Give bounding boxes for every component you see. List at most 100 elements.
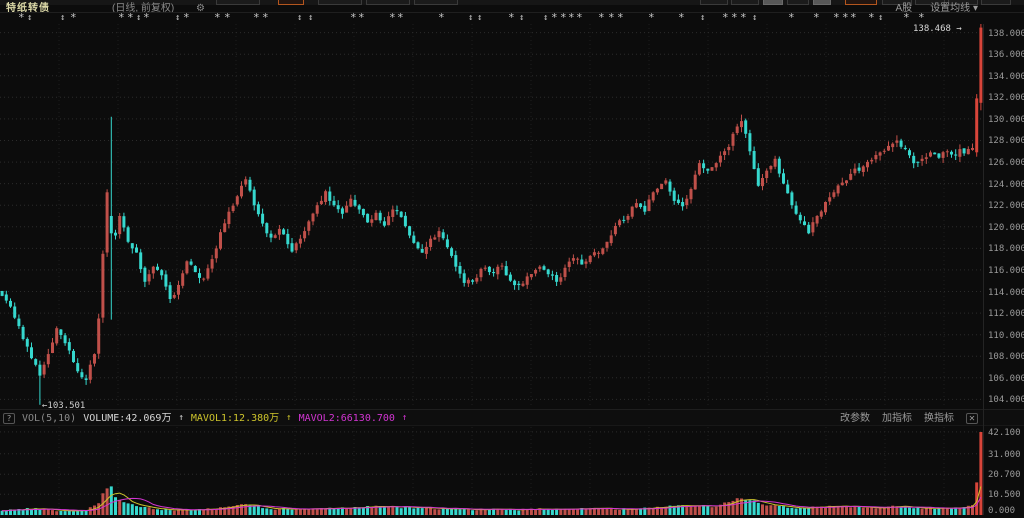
announcement-marker-icon[interactable]: * xyxy=(358,11,365,24)
chart-header: 特纸转债 (日线, 前复权) ⚙ A股 设置均线 ▾ xyxy=(0,3,1024,14)
event-marker-row[interactable]: * ↕ ↕ * * * ↕ * ↕ * * * * * ↕ ↕ * * * * * ↕ ↕ * ↕ ↕ * * * * * * * * * ↕ * * * ↕… xyxy=(0,12,983,24)
announcement-marker-icon[interactable]: * xyxy=(551,11,558,24)
announcement-marker-icon[interactable]: * xyxy=(438,11,445,24)
updown-marker-icon[interactable]: ↕ xyxy=(878,13,884,23)
announcement-marker-icon[interactable]: * xyxy=(253,11,260,24)
top-tab[interactable] xyxy=(981,0,1011,5)
top-tab[interactable] xyxy=(216,0,260,5)
top-tab[interactable] xyxy=(414,0,458,5)
updown-marker-icon[interactable]: ↕ xyxy=(543,13,549,23)
announcement-marker-icon[interactable]: * xyxy=(224,11,231,24)
announcement-marker-icon[interactable]: * xyxy=(918,11,925,24)
announcement-marker-icon[interactable]: * xyxy=(560,11,567,24)
help-icon[interactable]: ? xyxy=(3,413,15,424)
announcement-marker-icon[interactable]: * xyxy=(850,11,857,24)
announcement-marker-icon[interactable]: * xyxy=(731,11,738,24)
indicator-name: VOL(5,10) xyxy=(22,413,77,424)
market-tab-a-share[interactable]: A股 xyxy=(895,3,913,14)
price-tick-label: 106.000 xyxy=(988,374,1024,384)
updown-marker-icon[interactable]: ↕ xyxy=(308,13,314,23)
announcement-marker-icon[interactable]: * xyxy=(598,11,605,24)
updown-marker-icon[interactable]: ↕ xyxy=(60,13,66,23)
volume-tick-label: 10.500 xyxy=(988,490,1021,500)
announcement-marker-icon[interactable]: * xyxy=(842,11,849,24)
price-tick-label: 134.000 xyxy=(988,72,1024,82)
price-tick-label: 116.000 xyxy=(988,266,1024,276)
header-divider xyxy=(0,12,1024,13)
top-tab[interactable] xyxy=(915,0,945,5)
volume-value: VOLUME:42.069万 xyxy=(83,413,172,424)
updown-marker-icon[interactable]: ↕ xyxy=(136,13,142,23)
announcement-marker-icon[interactable]: * xyxy=(183,11,190,24)
gear-icon[interactable]: ⚙ xyxy=(196,3,205,14)
updown-marker-icon[interactable]: ↕ xyxy=(27,13,33,23)
price-tick-label: 122.000 xyxy=(988,201,1024,211)
price-candlestick-pane[interactable] xyxy=(0,24,983,408)
announcement-marker-icon[interactable]: * xyxy=(617,11,624,24)
close-indicator-icon[interactable]: ✕ xyxy=(966,413,978,424)
announcement-marker-icon[interactable]: * xyxy=(833,11,840,24)
top-tab-strip[interactable] xyxy=(0,0,1024,5)
announcement-marker-icon[interactable]: * xyxy=(568,11,575,24)
updown-marker-icon[interactable]: ↕ xyxy=(700,13,706,23)
price-tick-label: 112.000 xyxy=(988,309,1024,319)
top-tab[interactable] xyxy=(731,0,759,5)
announcement-marker-icon[interactable]: * xyxy=(648,11,655,24)
announcement-marker-icon[interactable]: * xyxy=(118,11,125,24)
announcement-marker-icon[interactable]: * xyxy=(389,11,396,24)
top-tab[interactable] xyxy=(787,0,809,5)
announcement-marker-icon[interactable]: * xyxy=(397,11,404,24)
top-tab[interactable] xyxy=(948,0,978,5)
price-tick-label: 138.000 xyxy=(988,29,1024,39)
top-tab[interactable] xyxy=(700,0,728,5)
announcement-marker-icon[interactable]: * xyxy=(722,11,729,24)
announcement-marker-icon[interactable]: * xyxy=(350,11,357,24)
updown-marker-icon[interactable]: ↕ xyxy=(752,13,758,23)
announcement-marker-icon[interactable]: * xyxy=(18,11,25,24)
price-tick-label: 130.000 xyxy=(988,115,1024,125)
volume-tick-label: 0.000 xyxy=(988,506,1016,516)
updown-marker-icon[interactable]: ↕ xyxy=(175,13,181,23)
volume-tick-label: 42.100 xyxy=(988,428,1021,438)
price-tick-label: 118.000 xyxy=(988,244,1024,254)
price-tick-label: 108.000 xyxy=(988,352,1024,362)
volume-pane[interactable] xyxy=(0,427,983,515)
announcement-marker-icon[interactable]: * xyxy=(214,11,221,24)
announcement-marker-icon[interactable]: * xyxy=(788,11,795,24)
top-tab[interactable] xyxy=(366,0,410,5)
volume-chart-svg[interactable] xyxy=(0,427,983,515)
top-tab[interactable] xyxy=(318,0,362,5)
announcement-marker-icon[interactable]: * xyxy=(903,11,910,24)
announcement-marker-icon[interactable]: * xyxy=(576,11,583,24)
announcement-marker-icon[interactable]: * xyxy=(127,11,134,24)
updown-marker-icon[interactable]: ↕ xyxy=(468,13,474,23)
updown-marker-icon[interactable]: ↕ xyxy=(519,13,525,23)
updown-marker-icon[interactable]: ↕ xyxy=(477,13,483,23)
announcement-marker-icon[interactable]: * xyxy=(740,11,747,24)
announcement-marker-icon[interactable]: * xyxy=(813,11,820,24)
announcement-marker-icon[interactable]: * xyxy=(868,11,875,24)
announcement-marker-icon[interactable]: * xyxy=(143,11,150,24)
ma-settings-button[interactable]: 设置均线 ▾ xyxy=(930,3,978,14)
announcement-marker-icon[interactable]: * xyxy=(70,11,77,24)
change-params-button[interactable]: 改参数 xyxy=(840,413,870,424)
top-tab[interactable] xyxy=(882,0,912,5)
price-tick-label: 128.000 xyxy=(988,136,1024,146)
volume-bars-layer xyxy=(0,432,983,515)
top-tab-active[interactable] xyxy=(278,0,304,5)
announcement-marker-icon[interactable]: * xyxy=(262,11,269,24)
price-chart-svg[interactable] xyxy=(0,24,983,408)
price-tick-label: 104.000 xyxy=(988,395,1024,405)
top-tab[interactable] xyxy=(813,0,831,5)
add-indicator-button[interactable]: 加指标 xyxy=(882,413,912,424)
mavol2-value: MAVOL2:66130.700 xyxy=(298,413,395,424)
price-tick-label: 136.000 xyxy=(988,50,1024,60)
announcement-marker-icon[interactable]: * xyxy=(678,11,685,24)
announcement-marker-icon[interactable]: * xyxy=(508,11,515,24)
switch-indicator-button[interactable]: 换指标 xyxy=(924,413,954,424)
top-tab-active[interactable] xyxy=(845,0,877,5)
announcement-marker-icon[interactable]: * xyxy=(608,11,615,24)
top-tab[interactable] xyxy=(763,0,783,5)
updown-marker-icon[interactable]: ↕ xyxy=(297,13,303,23)
